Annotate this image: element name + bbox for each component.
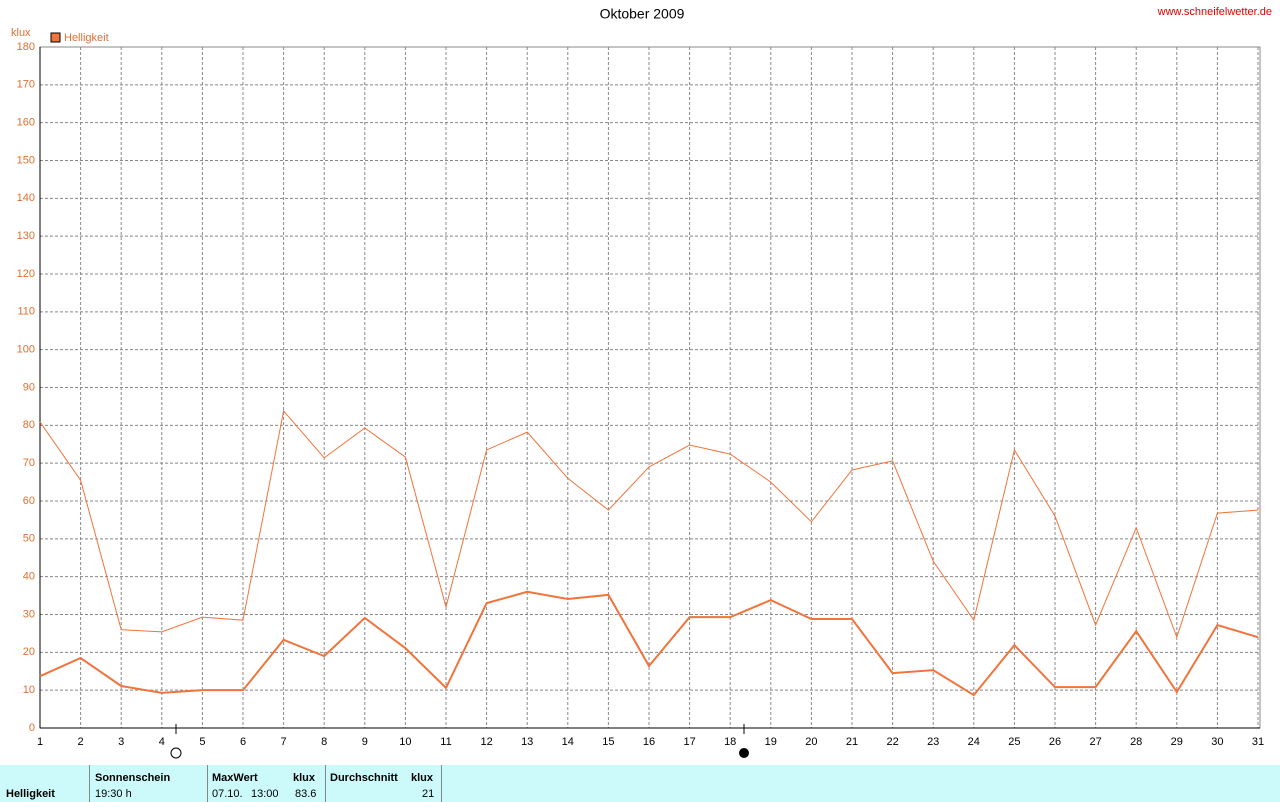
x-tick-label: 22 xyxy=(886,736,898,748)
x-tick-label: 28 xyxy=(1130,736,1142,748)
x-tick-label: 6 xyxy=(240,736,246,748)
cell: 07.10. xyxy=(212,788,243,800)
x-tick-label: 17 xyxy=(683,736,695,748)
y-tick-label: 110 xyxy=(17,306,35,318)
y-tick-label: 170 xyxy=(17,79,35,91)
y-tick-label: 30 xyxy=(23,608,35,620)
x-tick-label: 12 xyxy=(480,736,492,748)
x-tick-label: 8 xyxy=(321,736,327,748)
x-tick-label: 14 xyxy=(562,736,574,748)
full-moon xyxy=(170,747,182,759)
new-moon xyxy=(739,748,749,758)
data-line xyxy=(39,409,1259,639)
separator xyxy=(325,765,326,802)
y-tick-label: 100 xyxy=(17,344,35,356)
cell: 19:30 h xyxy=(95,788,132,800)
legend-swatch xyxy=(50,32,61,43)
x-tick-label: 31 xyxy=(1252,736,1264,748)
header: Sonnenschein xyxy=(95,772,171,784)
separator xyxy=(441,765,442,802)
y-tick-label: 130 xyxy=(17,230,35,242)
x-tick-label: 7 xyxy=(281,736,287,748)
y-tick-label: 50 xyxy=(23,533,35,545)
x-tick-label: 4 xyxy=(159,736,165,748)
header: MaxWert xyxy=(212,772,258,784)
chart: Oktober 2009 www.schneifelwetter.de klux… xyxy=(11,6,1272,759)
x-tick-label: 25 xyxy=(1008,736,1020,748)
y-tick-label: 20 xyxy=(23,646,35,658)
x-tick-label: 3 xyxy=(118,736,124,748)
x-tick-label: 19 xyxy=(765,736,777,748)
x-tick-label: 5 xyxy=(199,736,205,748)
y-axis-label: klux xyxy=(11,27,31,39)
x-tick-label: 2 xyxy=(78,736,84,748)
y-tick-label: 0 xyxy=(29,722,35,734)
x-tick-label: 29 xyxy=(1171,736,1183,748)
x-tick-label: 9 xyxy=(362,736,368,748)
summary-table: Helligkeit Sonnenschein 19:30 h MaxWert … xyxy=(0,765,1280,802)
x-tick-label: 27 xyxy=(1089,736,1101,748)
header: klux xyxy=(411,772,434,784)
separator xyxy=(207,765,208,802)
cell: 83.6 xyxy=(295,788,317,800)
y-tick-label: 120 xyxy=(17,268,35,280)
y-tick-label: 70 xyxy=(23,457,35,469)
moon-markers xyxy=(170,724,749,759)
x-tick-label: 21 xyxy=(846,736,858,748)
x-tick-label: 10 xyxy=(399,736,411,748)
x-tick-label: 20 xyxy=(805,736,817,748)
header: klux xyxy=(293,772,316,784)
header: Durchschnitt xyxy=(330,772,398,784)
x-tick-label: 26 xyxy=(1049,736,1061,748)
y-tick-label: 40 xyxy=(23,571,35,583)
x-tick-label: 13 xyxy=(521,736,533,748)
x-tick-label: 16 xyxy=(643,736,655,748)
y-tick-label: 180 xyxy=(17,41,35,53)
legend-label: Helligkeit xyxy=(64,32,109,44)
x-tick-label: 24 xyxy=(968,736,980,748)
separator xyxy=(89,765,90,802)
y-tick-label: 90 xyxy=(23,381,35,393)
data-line xyxy=(39,590,1259,697)
x-tick-label: 18 xyxy=(724,736,736,748)
y-tick-label: 60 xyxy=(23,495,35,507)
x-tick-label: 1 xyxy=(37,736,43,748)
x-tick-label: 15 xyxy=(602,736,614,748)
source: www.schneifelwetter.de xyxy=(1157,6,1272,18)
y-tick-label: 140 xyxy=(17,192,35,204)
row-label: Helligkeit xyxy=(6,788,55,800)
y-tick-label: 150 xyxy=(17,154,35,166)
x-tick-label: 23 xyxy=(927,736,939,748)
cell: 21 xyxy=(422,788,435,800)
y-tick-label: 160 xyxy=(17,117,35,129)
x-tick-label: 30 xyxy=(1211,736,1223,748)
y-tick-label: 10 xyxy=(23,684,35,696)
chart-title: Oktober 2009 xyxy=(600,6,685,22)
x-tick-label: 11 xyxy=(440,736,451,748)
y-tick-label: 80 xyxy=(23,419,35,431)
cell: 13:00 xyxy=(251,788,279,800)
